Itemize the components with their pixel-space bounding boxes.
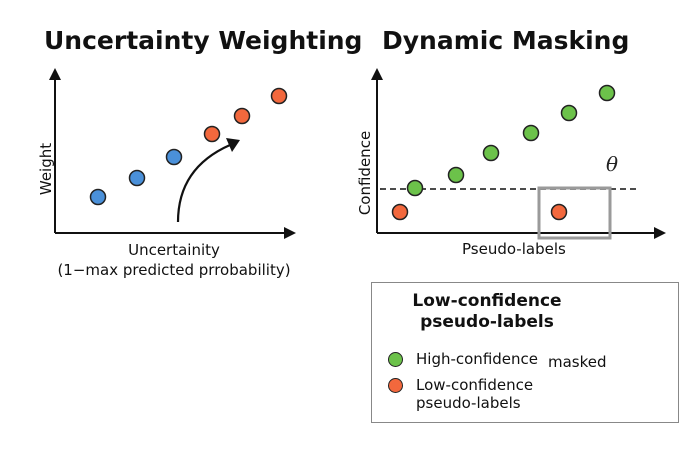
point-green [598,84,616,102]
mask-box [537,186,612,240]
green-dot-icon [388,352,403,367]
legend-title-line1: Low-confidence [412,291,562,311]
point-orange [203,125,221,143]
legend-low-label: Low-confidence pseudo-labels [416,376,576,412]
left-axes [49,68,296,239]
point-blue [165,148,183,166]
point-green [522,124,540,142]
right-points [391,84,616,221]
weight-axis-label: Weight [37,142,56,196]
point-blue [89,188,107,206]
confidence-axis-label: Confidence [356,130,375,216]
uncertainty-weighting-title: Uncertainty Weighting [44,26,363,55]
uncertainty-axis-label-line2: (1−max predicted prrobability) [57,261,291,279]
point-orange [233,107,251,125]
legend-box: Low-confidence pseudo-labels High-confid… [371,282,679,423]
uncertainty-axis-label-line1: Uncertainity [128,241,220,259]
point-orange [391,203,409,221]
threshold-theta-label: θ [606,152,619,176]
right-axes [371,68,666,239]
point-green [447,166,465,184]
dynamic-masking-title: Dynamic Masking [382,26,630,55]
pseudo-labels-axis-label: Pseudo-labels [462,240,566,258]
point-blue [128,169,146,187]
right-x-arrowhead [654,227,666,239]
point-green [406,179,424,197]
legend-low-label-line1: Low-confidence [416,376,534,394]
legend-high-label: High-confidence [416,350,538,368]
orange-dot-icon [388,378,403,393]
legend-masked-label: masked [548,353,607,371]
point-green [560,104,578,122]
left-x-arrowhead [284,227,296,239]
curved-arrow-head [226,138,240,152]
point-green [482,144,500,162]
left-points [89,87,288,206]
point-orange [270,87,288,105]
point-orange-masked [550,203,568,221]
uncertainty-axis-label: Uncertainity (1−max predicted prrobabili… [0,240,348,280]
legend-low-label-line2: pseudo-labels [416,394,521,412]
curved-arrow [176,143,231,223]
right-y-arrowhead [371,68,383,80]
left-y-arrowhead [49,68,61,80]
legend-title-line2: pseudo-labels [420,312,554,332]
legend-title: Low-confidence pseudo-labels [372,291,602,333]
